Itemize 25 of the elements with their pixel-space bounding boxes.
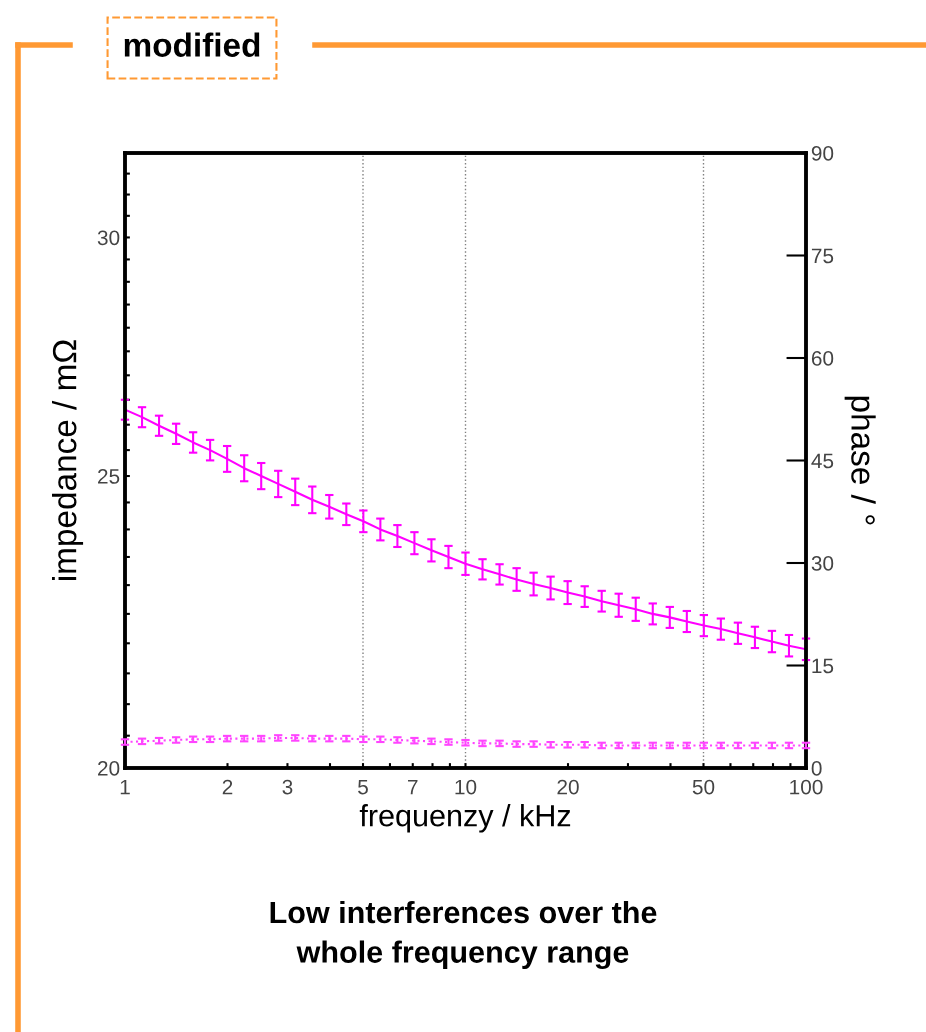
y-axis-title: impedance / mΩ — [52, 340, 84, 581]
y2-tick-label: 45 — [811, 453, 834, 469]
y-tick-label: 20 — [98, 761, 120, 776]
y2-tick-label: 75 — [811, 248, 834, 264]
x-tick-label: 2 — [222, 779, 233, 795]
y2-tick-label: 30 — [811, 556, 834, 571]
x-tick-label: 20 — [557, 779, 579, 795]
y-tick-label: 30 — [97, 230, 120, 246]
x-tick-label: 1 — [120, 779, 130, 795]
x-tick-label: 3 — [282, 779, 293, 795]
text: modified — [124, 32, 260, 57]
y-tick-label: 25 — [98, 469, 120, 484]
y2-tick-label: 60 — [811, 351, 834, 366]
text: Low interferences over the whole frequency range — [270, 900, 657, 970]
x-tick-label: 5 — [358, 779, 368, 795]
y2-tick-label: 15 — [812, 658, 834, 674]
x-tick-label: 7 — [408, 779, 418, 795]
line-series — [125, 408, 806, 651]
x-axis-title: frequenzy / kHz — [359, 804, 571, 833]
y2-tick-label: 90 — [811, 146, 834, 161]
y2-axis-title: phase / ° — [844, 396, 876, 525]
x-tick-label: 50 — [692, 779, 715, 795]
y2-tick-label: 0 — [811, 761, 822, 776]
x-tick-label: 100 — [790, 779, 823, 795]
x-tick-label: 10 — [455, 779, 477, 795]
